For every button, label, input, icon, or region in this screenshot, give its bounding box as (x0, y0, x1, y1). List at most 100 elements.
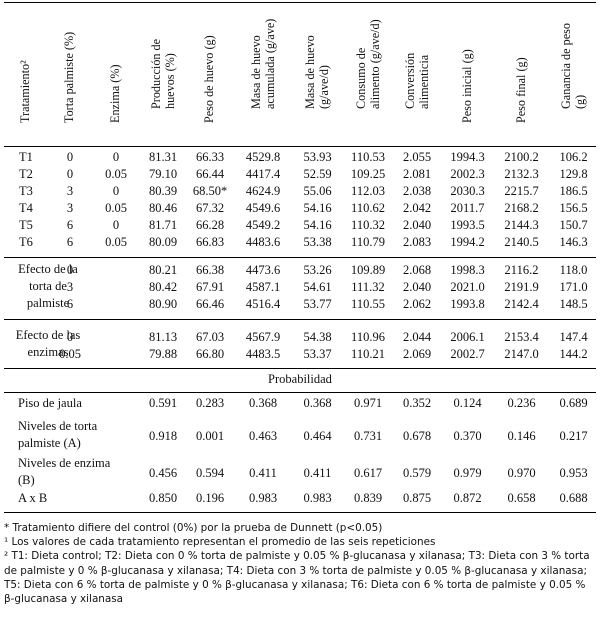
table-cell: 2.044 (402, 330, 432, 344)
probability-value: 0.918 (148, 429, 178, 443)
column-header-label: Torta palmiste (%) (62, 31, 77, 123)
table-cell: 4624.9 (245, 184, 281, 198)
probability-value: 0.368 (303, 396, 332, 410)
column-header-6: Masa de huevo (g/ave/d) (292, 2, 343, 142)
table-cell: 3 (66, 184, 74, 198)
table-cell: 2215.7 (504, 184, 539, 198)
table-cell: 2116.2 (504, 263, 539, 277)
table-cell: 111.32 (351, 280, 385, 294)
table-cell: 2.083 (402, 235, 432, 249)
enzyme-effect-label: enzimas (27, 345, 69, 359)
probability-row-label: Niveles de torta (18, 419, 98, 433)
table-cell: 2.055 (402, 150, 432, 164)
probability-row-label: Niveles de enzima (18, 456, 111, 470)
table-cell: 54.16 (303, 218, 332, 232)
column-header-11: Ganancia de peso (g) (549, 2, 598, 142)
table-cell: 2.068 (402, 263, 432, 277)
probability-title-rule (4, 392, 596, 393)
probability-row-label: A x B (18, 491, 48, 505)
table-cell: 68.50* (192, 184, 228, 198)
table-cell: 4549.2 (245, 218, 281, 232)
probability-value: 0.731 (353, 429, 383, 443)
probability-value: 0.850 (148, 491, 178, 505)
footnote-1: ¹ Los valores de cada tratamiento repres… (4, 536, 436, 549)
probability-value: 0.983 (248, 491, 278, 505)
table-top-rule (4, 2, 596, 3)
table-cell: 2030.3 (450, 184, 485, 198)
probability-value: 0.688 (559, 491, 588, 505)
probability-value: 0.594 (195, 466, 225, 480)
table-cell: 109.25 (350, 167, 386, 181)
table-cell: 2100.2 (504, 150, 539, 164)
table-cell: 66.80 (195, 347, 225, 361)
column-header-label: Consumo de alimento (g/ave/d) (353, 19, 382, 109)
table-cell: 53.26 (303, 263, 332, 277)
probability-value: 0.124 (453, 396, 482, 410)
column-header-label: Tratamiento² (18, 59, 33, 123)
column-header-1: Torta palmiste (%) (48, 2, 92, 142)
probability-value: 0.352 (402, 396, 432, 410)
table-bottom-rule (4, 512, 596, 513)
footnotes: * Tratamiento difiere del control (0%) p… (4, 521, 598, 606)
table-cell: 80.39 (148, 184, 178, 198)
table-cell: 112.03 (351, 184, 385, 198)
table-cell: 4567.9 (245, 330, 281, 344)
table-cell: 55.06 (303, 184, 332, 198)
probability-value: 0.678 (402, 429, 432, 443)
palm-level: 3 (66, 280, 74, 294)
table-cell: 110.62 (351, 201, 385, 215)
treatment-label: T6 (19, 235, 33, 249)
table-cell: 2002.7 (450, 347, 485, 361)
table-cell: 79.10 (148, 167, 178, 181)
enzyme-level: 0.05 (59, 347, 81, 361)
table-cell: 4529.8 (245, 150, 281, 164)
table-cell: 66.44 (195, 167, 225, 181)
column-header-label: Conversión alimenticia (402, 52, 431, 109)
column-header-label: Enzima (%) (108, 63, 123, 123)
table-cell: 110.79 (351, 235, 385, 249)
table-cell: 80.09 (148, 235, 178, 249)
probability-value: 0.283 (195, 396, 225, 410)
table-cell: 81.13 (148, 330, 178, 344)
probability-value: 0.411 (303, 466, 332, 480)
column-header-4: Peso de huevo (g) (186, 2, 234, 142)
table-cell: 2168.2 (504, 201, 539, 215)
table-cell: 2140.5 (504, 235, 539, 249)
column-header-label: Peso de huevo (g) (202, 34, 217, 123)
probability-value: 0.579 (402, 466, 432, 480)
column-header-3: Producción de huevos (%) (140, 2, 186, 142)
table-cell: 156.5 (559, 201, 588, 215)
column-header-10: Peso final (g) (494, 2, 549, 142)
probability-value: 0.970 (507, 466, 536, 480)
column-header-5: Masa de huevo acumulada (g/ave) (234, 2, 292, 142)
table-cell: 4417.4 (245, 167, 281, 181)
table-cell: 118.0 (559, 263, 588, 277)
palm-effect-label: palmiste (26, 296, 70, 310)
palm-level: 6 (66, 297, 74, 311)
probability-value: 0.463 (248, 429, 278, 443)
column-header-label: Masa de huevo acumulada (g/ave) (248, 18, 277, 109)
probability-value: 0.617 (353, 466, 383, 480)
table-cell: 54.61 (303, 280, 332, 294)
table-cell: 2.042 (402, 201, 432, 215)
enzyme-effect-label: Efecto de las (15, 328, 81, 342)
table-cell: 4483.5 (245, 347, 281, 361)
table-cell: 146.3 (559, 235, 588, 249)
probability-value: 0.591 (148, 396, 178, 410)
probability-value: 0.236 (507, 396, 536, 410)
table-cell: 4587.1 (245, 280, 281, 294)
table-cell: 2011.7 (450, 201, 485, 215)
probability-value: 0.979 (453, 466, 482, 480)
treatment-label: T5 (19, 218, 33, 232)
table-cell: 4516.4 (245, 297, 281, 311)
table-cell: 79.88 (148, 347, 178, 361)
table-cell: 148.5 (559, 297, 588, 311)
palm-effect-label: torta de (29, 279, 67, 293)
table-cell: 1994.3 (450, 150, 485, 164)
treatment-label: T4 (19, 201, 33, 215)
table-cell: 110.53 (351, 150, 385, 164)
probability-value: 0.370 (453, 429, 482, 443)
table-cell: 0 (112, 184, 120, 198)
table-cell: 67.03 (195, 330, 225, 344)
probability-value: 0.217 (559, 429, 588, 443)
